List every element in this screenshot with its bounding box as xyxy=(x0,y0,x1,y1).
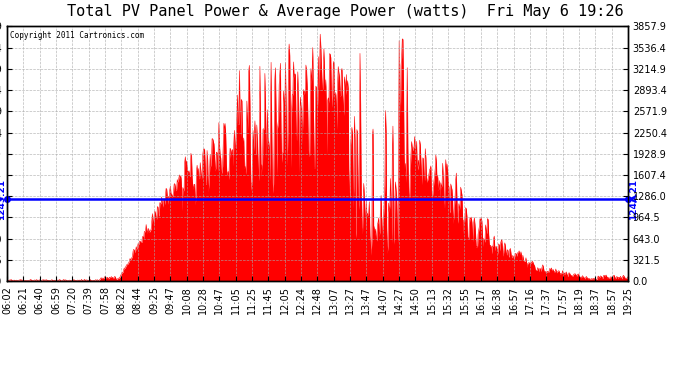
Text: Copyright 2011 Cartronics.com: Copyright 2011 Cartronics.com xyxy=(10,32,144,40)
Text: 1243.21: 1243.21 xyxy=(0,178,6,220)
Text: 1243.21: 1243.21 xyxy=(629,178,638,220)
Text: Total PV Panel Power & Average Power (watts)  Fri May 6 19:26: Total PV Panel Power & Average Power (wa… xyxy=(67,4,623,19)
